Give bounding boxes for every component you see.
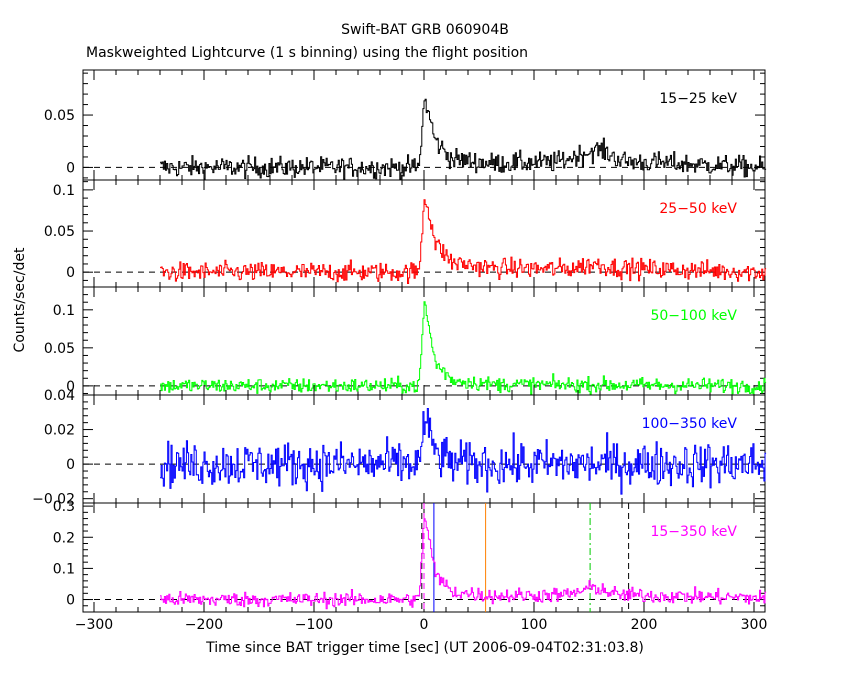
x-axis-label: Time since BAT trigger time [sec] (UT 20… [206, 640, 644, 656]
y-tick-label: 0 [66, 265, 75, 281]
y-tick-label: 0.1 [53, 303, 75, 319]
x-tick-label: −300 [75, 617, 113, 633]
y-tick-label: 0 [66, 160, 75, 176]
series-line [160, 199, 767, 284]
series-line [160, 518, 767, 610]
series-label: 25−50 keV [659, 201, 737, 217]
chart-title: Swift-BAT GRB 060904B [341, 22, 509, 38]
y-tick-label: −0.02 [32, 492, 75, 508]
x-tick-label: −200 [185, 617, 223, 633]
series-label: 50−100 keV [650, 308, 737, 324]
y-tick-label: 0.04 [44, 388, 75, 404]
series-label: 15−350 keV [650, 524, 737, 540]
series-label: 15−25 keV [659, 91, 737, 107]
y-tick-label: 0 [66, 457, 75, 473]
series-line [160, 408, 767, 495]
y-tick-label: 0.02 [44, 423, 75, 439]
y-tick-label: 0.3 [53, 499, 75, 515]
y-tick-label: 0.1 [53, 183, 75, 199]
x-tick-label: 100 [521, 617, 548, 633]
y-tick-label: 0 [66, 593, 75, 609]
y-tick-label: 0.05 [44, 108, 75, 124]
x-tick-label: 200 [631, 617, 658, 633]
x-tick-label: 300 [741, 617, 768, 633]
x-tick-label: 0 [420, 617, 429, 633]
series-line [160, 98, 767, 180]
y-tick-label: 0.1 [53, 561, 75, 577]
y-tick-label: 0.05 [44, 224, 75, 240]
series-label: 100−350 keV [642, 416, 738, 432]
series-line [160, 301, 767, 395]
panel-frame [82, 69, 766, 181]
chart-subtitle: Maskweighted Lightcurve (1 s binning) us… [86, 45, 529, 61]
x-tick-label: −100 [295, 617, 333, 633]
y-tick-label: 0.05 [44, 341, 75, 357]
y-tick-label: 0.2 [53, 530, 75, 546]
y-tick-label: 0 [66, 379, 75, 395]
